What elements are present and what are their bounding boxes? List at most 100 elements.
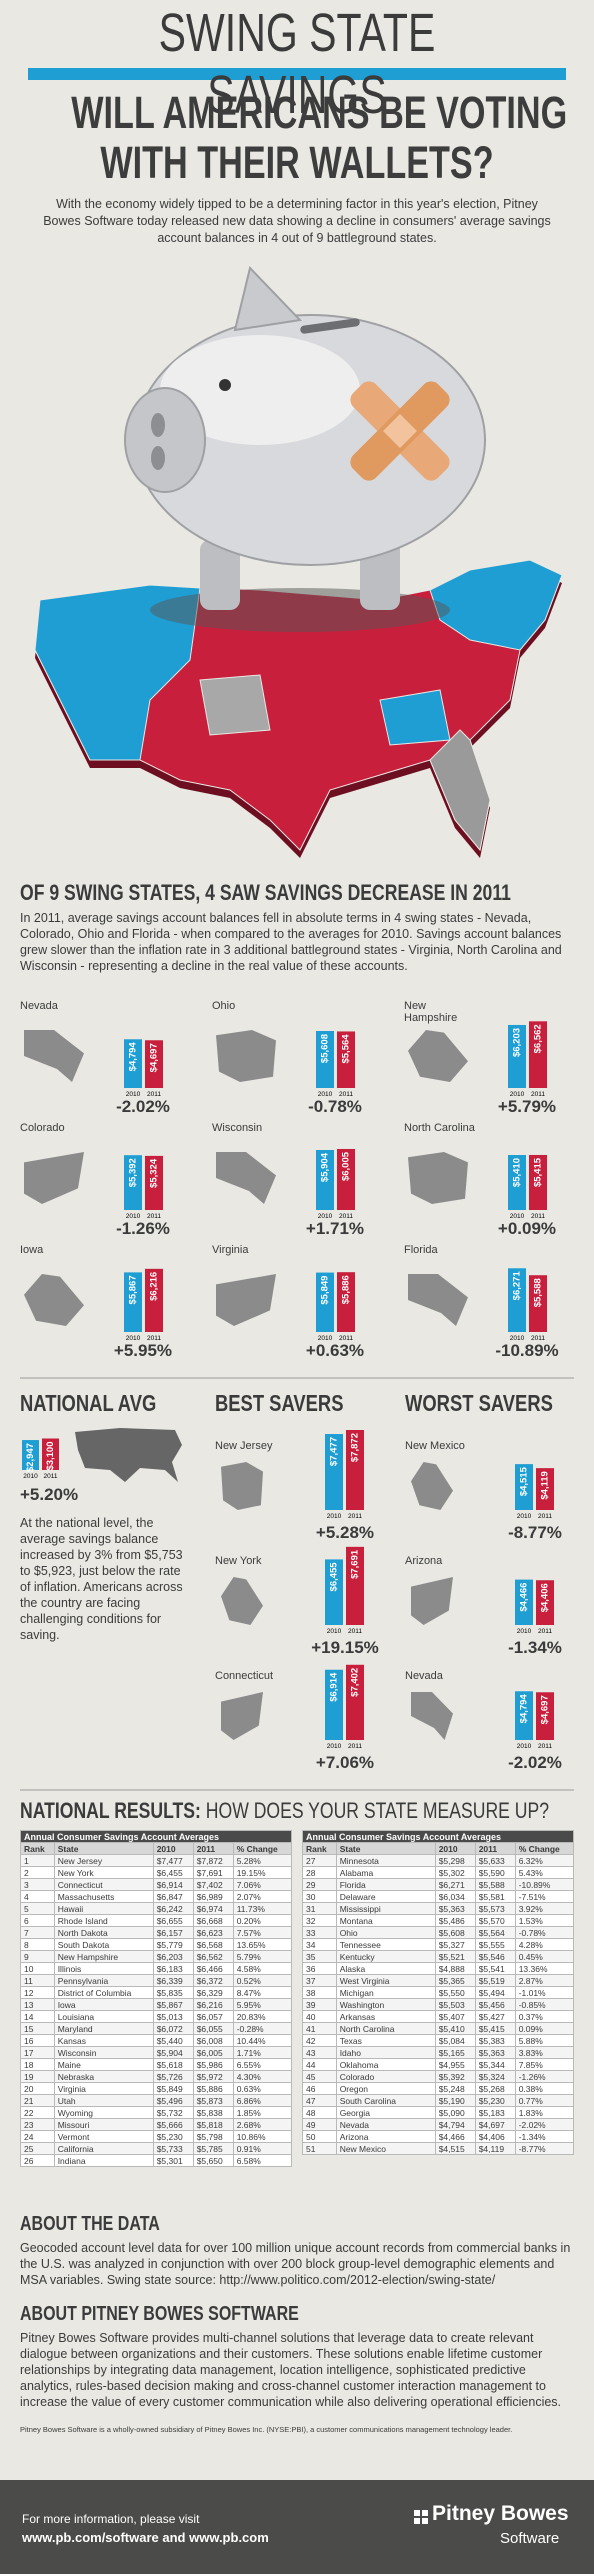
table-cell: $5,573	[474, 1902, 516, 1915]
state-name: Florida	[404, 1244, 438, 1256]
state-shape	[221, 1577, 263, 1625]
table-cell: $5,633	[474, 1854, 516, 1867]
percent-change: -2.02%	[508, 1753, 562, 1772]
year-label: 2010	[327, 1628, 342, 1635]
results-heading: NATIONAL RESULTS: HOW DOES YOUR STATE ME…	[20, 1798, 549, 1824]
column-header: State	[335, 1842, 436, 1855]
table-cell: 4	[20, 1890, 55, 1903]
table-cell: $5,344	[474, 2058, 516, 2071]
table-row: 9 New Hampshire $6,203 $6,562 5.79%	[20, 1950, 293, 1963]
table-row: 16 Kansas $5,440 $6,008 10.44%	[20, 2034, 293, 2047]
table-title-row: Annual Consumer Savings Account Averages	[302, 1830, 574, 1843]
table-cell: 12	[20, 1986, 55, 1999]
table-cell: 3.92%	[514, 1902, 575, 1915]
table-title-row: Annual Consumer Savings Account Averages	[20, 1830, 292, 1843]
table-cell: 3.83%	[514, 2046, 575, 2059]
table-cell: $5,365	[434, 1974, 476, 1987]
column-heading: BEST SAVERS	[215, 1390, 344, 1416]
table-cell: 38	[302, 1986, 337, 1999]
bar-label: $5,886	[341, 1275, 352, 1304]
table-cell: $5,427	[474, 2010, 516, 2023]
footer-links: www.pb.com/software and www.pb.com	[22, 2530, 269, 2545]
column-header: 2011	[474, 1842, 516, 1855]
table-cell: South Dakota	[53, 1938, 154, 1951]
table-cell: $6,562	[192, 1950, 234, 1963]
table-cell: Idaho	[335, 2046, 436, 2059]
bar-label: $7,872	[350, 1433, 361, 1462]
table-cell: $5,666	[152, 2118, 194, 2131]
table-cell: 9	[20, 1950, 55, 1963]
table-cell: $5,230	[474, 2094, 516, 2107]
about-heading: ABOUT PITNEY BOWES SOFTWARE	[20, 2303, 299, 2325]
logo-mark	[414, 2510, 420, 2516]
table-cell: $5,818	[192, 2118, 234, 2131]
table-cell: Utah	[53, 2094, 154, 2107]
table-cell: 13	[20, 1998, 55, 2011]
bar	[325, 1669, 343, 1740]
table-cell: Arkansas	[335, 2010, 436, 2023]
bar	[316, 1031, 334, 1088]
state-shape	[408, 1152, 468, 1204]
percent-change: +5.20%	[20, 1485, 78, 1504]
table-cell: Rhode Island	[53, 1914, 154, 1927]
table-cell: $5,521	[434, 1950, 476, 1963]
table-cell: California	[53, 2142, 154, 2155]
table-title: Annual Consumer Savings Account Averages	[20, 1830, 292, 1843]
table-cell: $4,794	[434, 2118, 476, 2131]
bar-label: $4,466	[519, 1583, 530, 1612]
bar	[346, 1664, 364, 1740]
table-row: 51 New Mexico $4,515 $4,119 -8.77%	[302, 2142, 575, 2155]
bar	[536, 1580, 554, 1625]
table-cell: $5,084	[434, 2034, 476, 2047]
table-cell: $5,618	[152, 2058, 194, 2071]
table-cell: $6,455	[152, 1866, 194, 1879]
table-cell: Texas	[335, 2034, 436, 2047]
table-cell: 11.73%	[232, 1902, 293, 1915]
year-label: 2010	[126, 1213, 141, 1220]
table-cell: 0.37%	[514, 2010, 575, 2023]
table-cell: $5,541	[474, 1962, 516, 1975]
table-cell: 47	[302, 2094, 337, 2107]
logo-mark	[422, 2510, 428, 2516]
table-cell: 33	[302, 1926, 337, 1939]
bar-label: $5,588	[533, 1278, 544, 1307]
table-cell: $6,568	[192, 1938, 234, 1951]
table-cell: Wisconsin	[53, 2046, 154, 2059]
table-cell: Nevada	[335, 2118, 436, 2131]
table-cell: Kentucky	[335, 1950, 436, 1963]
bar-label: $7,402	[350, 1668, 361, 1697]
bar	[337, 1031, 355, 1088]
state-name: North Carolina	[404, 1122, 475, 1134]
logo-sub: Software	[500, 2530, 560, 2547]
footer-band	[0, 2480, 594, 2574]
table-cell: 6.32%	[514, 1854, 575, 1867]
table-cell: 48	[302, 2106, 337, 2119]
table-cell: Colorado	[335, 2070, 436, 2083]
table-cell: 42	[302, 2034, 337, 2047]
table-cell: $5,986	[192, 2058, 234, 2071]
table-cell: -0.78%	[514, 1926, 575, 1939]
table-cell: $6,847	[152, 1890, 194, 1903]
bar-label: $3,100	[45, 1441, 56, 1470]
table-cell: $5,726	[152, 2070, 194, 2083]
footnote: Pitney Bowes Software is a wholly-owned …	[20, 2425, 513, 2434]
column-header: Rank	[302, 1842, 337, 1855]
bar	[337, 1148, 355, 1210]
state-shape	[221, 1462, 263, 1510]
table-cell: $5,327	[434, 1938, 476, 1951]
table-cell: $5,785	[192, 2142, 234, 2155]
logo-mark	[414, 2518, 420, 2524]
table-cell: $6,466	[192, 1962, 234, 1975]
results-table: Annual Consumer Savings Account Averages…	[20, 1830, 293, 2167]
bar-label: $7,691	[350, 1549, 361, 1579]
bar	[337, 1272, 355, 1332]
column-header: State	[53, 1842, 154, 1855]
table-cell: Missouri	[53, 2118, 154, 2131]
table-row: 13 Iowa $5,867 $6,216 5.95%	[20, 1998, 293, 2011]
table-cell: $7,872	[192, 1854, 234, 1867]
map-blue	[429, 559, 563, 651]
bar	[145, 1040, 163, 1088]
table-cell: $5,588	[474, 1878, 516, 1891]
table-cell: 1.71%	[232, 2046, 293, 2059]
